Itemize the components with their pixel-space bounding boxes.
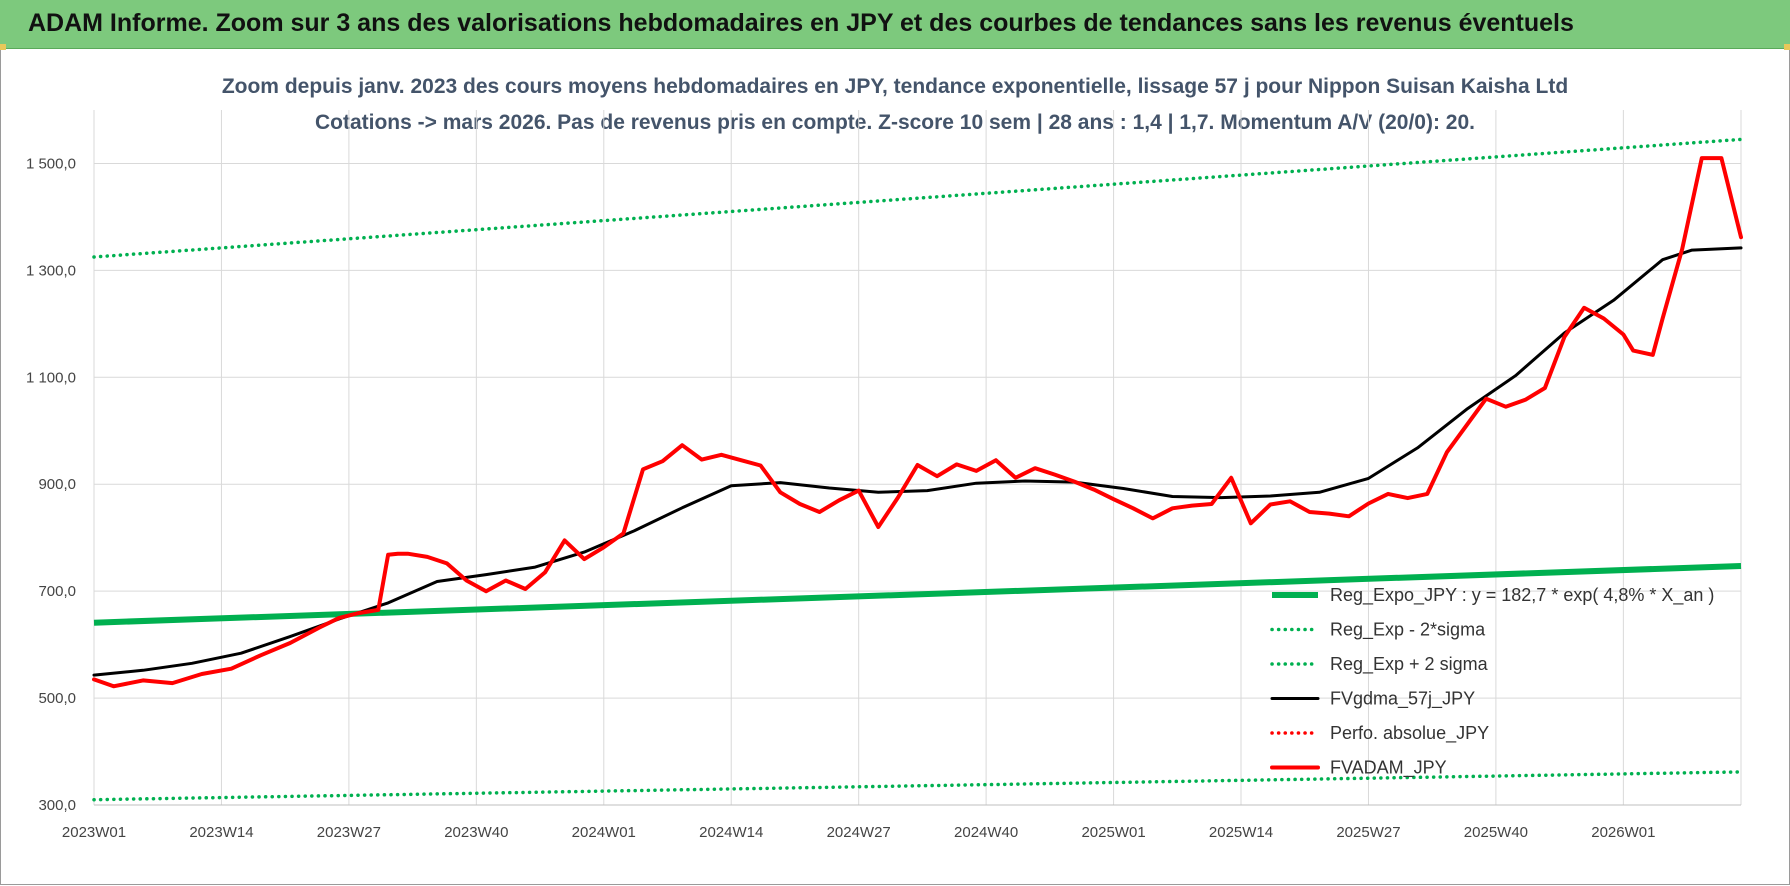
y-tick-label: 700,0 [38, 583, 76, 600]
legend-label: FVgdma_57j_JPY [1330, 689, 1475, 710]
y-tick-label: 1 100,0 [26, 369, 76, 386]
header-banner: ADAM Informe. Zoom sur 3 ans des valoris… [0, 0, 1790, 49]
series-line-1 [92, 770, 1743, 802]
x-tick-label: 2023W01 [62, 824, 126, 841]
legend: Reg_Expo_JPY : y = 182,7 * exp( 4,8% * X… [1270, 585, 1714, 779]
legend-label: Perfo. absolue_JPY [1330, 723, 1489, 744]
legend-label: Reg_Expo_JPY : y = 182,7 * exp( 4,8% * X… [1330, 585, 1714, 606]
x-tick-label: 2025W14 [1209, 824, 1273, 841]
x-tick-label: 2026W01 [1591, 824, 1655, 841]
y-tick-label: 1 300,0 [26, 262, 76, 279]
y-tick-label: 900,0 [38, 476, 76, 493]
series-line-5 [92, 156, 1743, 689]
axes: 300,0 500,0 700,0 900,0 1 100,0 1 300,0 1 500,… [26, 155, 1741, 841]
x-tick-label: 2024W27 [827, 824, 891, 841]
x-tick-label: 2023W40 [444, 824, 508, 841]
legend-label: Reg_Exp - 2*sigma [1330, 620, 1486, 641]
series-layer [92, 137, 1743, 802]
corner-marker [0, 44, 6, 50]
x-tick-label: 2025W27 [1336, 824, 1400, 841]
x-tick-label: 2025W01 [1081, 824, 1145, 841]
y-tick-label: 300,0 [38, 797, 76, 814]
x-tick-label: 2023W14 [189, 824, 253, 841]
x-tick-label: 2024W01 [572, 824, 636, 841]
x-tick-label: 2024W14 [699, 824, 763, 841]
corner-marker [1784, 44, 1790, 50]
chart-title-line1: Zoom depuis janv. 2023 des cours moyens … [222, 75, 1568, 98]
chart-title-line2: Cotations -> mars 2026. Pas de revenus p… [315, 111, 1475, 134]
gridlines [93, 110, 1742, 806]
legend-label: Reg_Exp + 2 sigma [1330, 654, 1489, 675]
legend-label: FVADAM_JPY [1330, 758, 1447, 779]
y-tick-label: 1 500,0 [26, 155, 76, 172]
page-title: ADAM Informe. Zoom sur 3 ans des valoris… [28, 9, 1574, 37]
x-tick-label: 2024W40 [954, 824, 1018, 841]
series-line-3 [92, 246, 1743, 677]
x-tick-label: 2025W40 [1464, 824, 1528, 841]
x-tick-label: 2023W27 [317, 824, 381, 841]
y-tick-label: 500,0 [38, 690, 76, 707]
series-line-2 [92, 137, 1743, 259]
